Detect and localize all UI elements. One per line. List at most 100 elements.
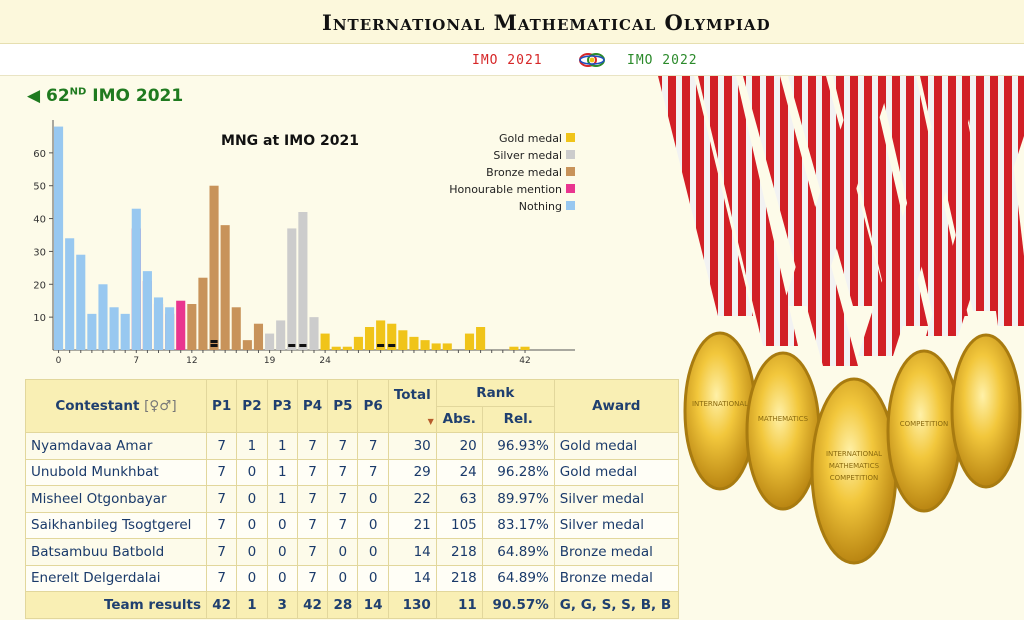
medal-center: INTERNATIONAL MATHEMATICS COMPETITION	[810, 377, 898, 565]
site-title[interactable]: International Mathematical Olympiad	[322, 10, 771, 35]
contestant-link[interactable]: Misheel Otgonbayar	[31, 490, 167, 507]
prev-year-link[interactable]: IMO 2021	[472, 53, 543, 68]
contestant-score-marker	[388, 344, 396, 347]
team-awards: G, G, S, S, B, B	[553, 591, 679, 619]
medal-right	[950, 333, 1022, 489]
rel-rank-column-header[interactable]: Rel.	[481, 405, 555, 433]
contestant-link[interactable]: Batsambuu Batbold	[31, 543, 165, 560]
bar	[65, 238, 75, 350]
bar	[76, 254, 86, 350]
svg-text:COMPETITION: COMPETITION	[830, 474, 879, 482]
y-tick-label: 60	[33, 149, 46, 160]
contestant-score-marker	[210, 344, 218, 347]
p3-cell: 1	[266, 432, 298, 460]
bar	[153, 297, 164, 350]
p6-column-header[interactable]: P6	[357, 379, 389, 433]
p4-column-header[interactable]: P4	[296, 379, 329, 433]
p5-column-header[interactable]: P5	[327, 379, 359, 433]
bar	[142, 271, 152, 350]
rel-cell: 83.17%	[481, 511, 555, 539]
abs-cell: 63	[435, 485, 483, 513]
p3-cell: 1	[266, 485, 298, 513]
abs-rank-column-header[interactable]: Abs.	[435, 405, 483, 433]
x-tick-label: 42	[519, 356, 530, 366]
imo-ordinal-suffix: ND	[69, 86, 87, 98]
p1-column-header[interactable]: P1	[205, 379, 238, 433]
p2-column-header[interactable]: P2	[236, 379, 268, 433]
abs-cell: 218	[435, 564, 483, 592]
team-p6: 14	[357, 591, 389, 619]
back-to-imo-link[interactable]: ◀ 62ND IMO 2021	[27, 86, 183, 106]
total-cell: 14	[387, 538, 437, 566]
total-column-header[interactable]: Total ▼	[387, 379, 437, 433]
total-cell: 14	[387, 564, 437, 592]
p4-cell: 7	[296, 564, 329, 592]
p1-cell: 7	[205, 432, 238, 460]
p1-cell: 7	[205, 458, 238, 486]
medal-left-center: MATHEMATICS	[745, 351, 821, 511]
award-cell: Bronze medal	[553, 564, 679, 592]
p3-column-header[interactable]: P3	[266, 379, 298, 433]
ribbons	[658, 76, 1024, 366]
rel-cell: 89.97%	[481, 485, 555, 513]
contestant-column-header[interactable]: Contestant [♀♂]	[25, 379, 207, 433]
rel-cell: 96.93%	[481, 432, 555, 460]
legend-swatch	[566, 150, 575, 159]
table-subheader-row: Abs. Rel.	[26, 405, 679, 433]
abs-cell: 218	[435, 538, 483, 566]
contestant-link[interactable]: Enerelt Delgerdalai	[31, 570, 161, 587]
site-header: International Mathematical Olympiad	[0, 0, 1024, 44]
award-column-header[interactable]: Award	[553, 379, 679, 433]
team-total: 130	[387, 591, 437, 619]
rel-cell: 64.89%	[481, 564, 555, 592]
bar	[409, 336, 419, 350]
contestant-name-cell: Batsambuu Batbold	[25, 538, 207, 566]
svg-text:MATHEMATICS: MATHEMATICS	[758, 415, 809, 423]
p3-cell: 1	[266, 458, 298, 486]
bar	[353, 336, 363, 350]
p4-cell: 7	[296, 485, 329, 513]
p6-cell: 0	[357, 564, 389, 592]
bar	[131, 208, 141, 350]
total-cell: 21	[387, 511, 437, 539]
imo-knot-logo-icon[interactable]	[577, 49, 607, 71]
x-tick-label: 7	[133, 356, 139, 366]
bar	[253, 323, 264, 350]
y-tick-label: 20	[33, 280, 46, 291]
sort-desc-icon: ▼	[427, 416, 434, 426]
p3-cell: 0	[266, 538, 298, 566]
y-tick-label: 30	[33, 247, 46, 258]
bar	[476, 327, 486, 350]
contestant-name-cell: Misheel Otgonbayar	[25, 485, 207, 513]
bar	[298, 212, 308, 350]
imo-ordinal: 62	[46, 86, 70, 106]
team-p3: 3	[266, 591, 298, 619]
x-tick-label: 24	[319, 356, 331, 366]
legend-label: Honourable mention	[449, 183, 562, 196]
contestant-link[interactable]: Nyamdavaa Amar	[31, 437, 153, 454]
contestant-link[interactable]: Saikhanbileg Tsogtgerel	[31, 517, 192, 534]
p6-cell: 0	[357, 511, 389, 539]
contestant-link[interactable]: Unubold Munkhbat	[31, 464, 159, 481]
bar	[442, 343, 452, 350]
svg-text:INTERNATIONAL: INTERNATIONAL	[692, 400, 748, 408]
svg-text:INTERNATIONAL: INTERNATIONAL	[826, 450, 882, 458]
p4-cell: 7	[296, 511, 329, 539]
team-results-label: Team results	[25, 591, 207, 619]
award-cell: Silver medal	[553, 485, 679, 513]
bar	[98, 284, 108, 350]
total-cell: 29	[387, 458, 437, 486]
award-cell: Gold medal	[553, 432, 679, 460]
table-row: Saikhanbileg Tsogtgerel 7 0 0 7 7 0 21 105 83.17%…	[25, 511, 679, 539]
p2-cell: 0	[236, 511, 268, 539]
bar	[120, 313, 130, 350]
p3-cell: 0	[266, 564, 298, 592]
gender-icon: [♀♂]	[144, 398, 177, 414]
p1-cell: 7	[205, 511, 238, 539]
rel-cell: 96.28%	[481, 458, 555, 486]
contestant-name-cell: Saikhanbileg Tsogtgerel	[25, 511, 207, 539]
team-p1: 42	[205, 591, 238, 619]
p5-cell: 7	[327, 485, 359, 513]
team-p5: 28	[327, 591, 359, 619]
next-year-link[interactable]: IMO 2022	[627, 53, 698, 68]
